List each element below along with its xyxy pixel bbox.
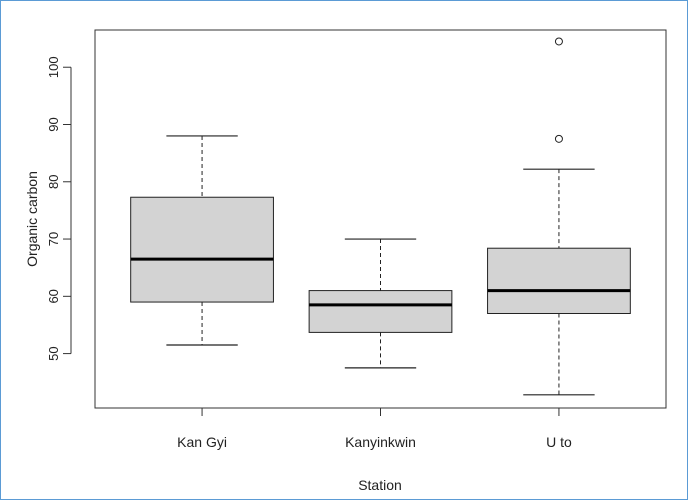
interquartile-box — [130, 196, 274, 303]
y-tick-label: 60 — [46, 289, 61, 303]
x-axis-label: Station — [358, 477, 402, 493]
y-axis-label: Organic carbon — [24, 171, 40, 267]
x-tick-label: Kan Gyi — [177, 434, 227, 450]
outlier-point — [554, 37, 563, 46]
box-kanyinkwin — [308, 238, 453, 369]
y-axis: 50 60 70 80 90 100 — [46, 56, 72, 361]
y-tick-label: 70 — [46, 232, 61, 246]
outlier-point — [554, 134, 563, 143]
x-axis: Kan Gyi Kanyinkwin U to — [177, 407, 572, 450]
boxes-layer — [130, 37, 631, 396]
y-tick-label: 90 — [46, 117, 61, 131]
interquartile-box — [308, 290, 453, 333]
y-tick-label: 100 — [46, 56, 61, 78]
y-tick-label: 50 — [46, 346, 61, 360]
box-u-to — [487, 37, 631, 396]
x-tick-label: U to — [546, 434, 572, 450]
interquartile-box — [487, 247, 631, 314]
box-kan-gyi — [130, 135, 274, 346]
x-tick-label: Kanyinkwin — [345, 434, 416, 450]
y-tick-label: 80 — [46, 175, 61, 189]
